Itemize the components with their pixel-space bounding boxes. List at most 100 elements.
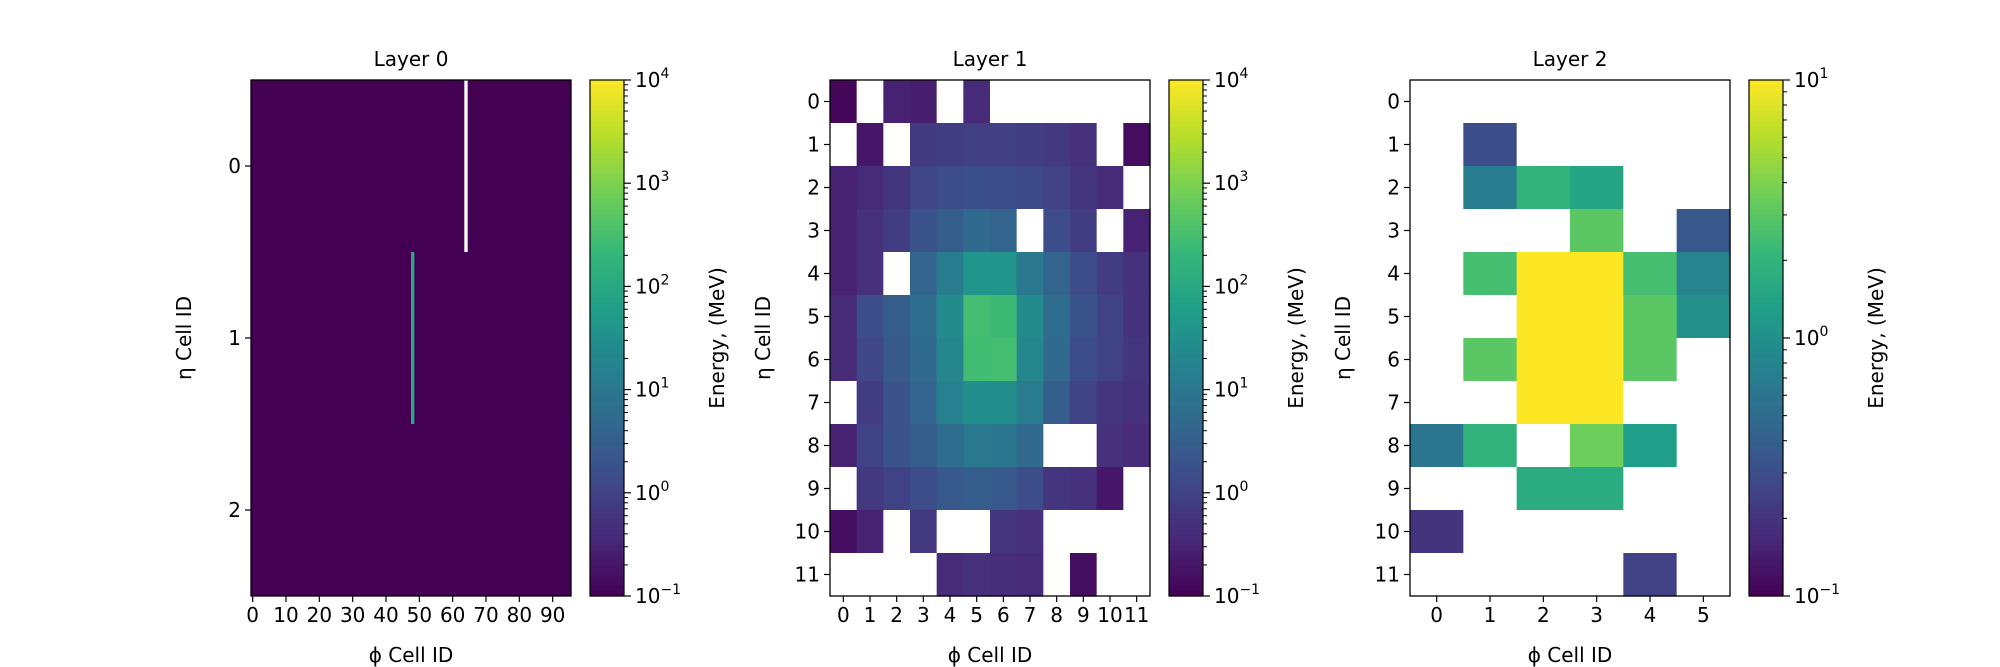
heatmap-cell xyxy=(1676,166,1731,210)
heatmap-cell xyxy=(1676,338,1731,382)
heatmap-cell xyxy=(1123,381,1151,425)
heatmap-cell xyxy=(1070,553,1098,597)
x-tick-label: 7 xyxy=(1024,603,1037,627)
colorbar-segment xyxy=(1749,239,1783,246)
y-tick-label: 8 xyxy=(1387,434,1400,458)
x-tick-label: 80 xyxy=(507,603,532,627)
heatmap-cell xyxy=(883,209,911,253)
heatmap-cell xyxy=(1516,123,1571,167)
colorbar-segment xyxy=(590,255,624,262)
heatmap-cell xyxy=(830,510,858,554)
heatmap-cell xyxy=(1016,338,1044,382)
colorbar-segment xyxy=(1749,147,1783,153)
colorbar-segment xyxy=(1749,363,1783,370)
heatmap-cell xyxy=(1570,209,1624,253)
heatmap-cell xyxy=(1676,381,1731,425)
heatmap-cell xyxy=(1070,123,1098,167)
heatmap-cell xyxy=(1676,295,1731,339)
heatmap-cell xyxy=(883,424,911,468)
colorbar-segment xyxy=(590,441,624,447)
colorbar-segment xyxy=(1169,523,1203,530)
colorbar-segment xyxy=(1749,539,1783,545)
colorbar-segment xyxy=(590,80,624,86)
heatmap-cell xyxy=(936,338,964,382)
heatmap-cell xyxy=(1123,510,1151,554)
colorbar-segment xyxy=(1749,110,1783,117)
colorbar-segment xyxy=(1169,554,1203,561)
y-tick-label: 4 xyxy=(807,262,820,286)
heatmap-cell xyxy=(963,166,991,210)
colorbar-segment xyxy=(590,477,624,484)
heatmap-cell xyxy=(1570,295,1624,339)
heatmap-cell xyxy=(1623,80,1678,124)
colorbar-segment xyxy=(1169,100,1203,107)
x-axis-label: ϕ Cell ID xyxy=(369,643,454,667)
colorbar-segment xyxy=(1169,270,1203,277)
colorbar-tick-label: 101 xyxy=(1794,66,1828,92)
heatmap-cell xyxy=(1016,467,1044,511)
colorbar-segment xyxy=(1749,255,1783,262)
colorbar-segment xyxy=(1749,410,1783,416)
heatmap-cell xyxy=(1570,381,1624,425)
y-tick-label: 1 xyxy=(807,133,820,157)
colorbar-segment xyxy=(590,368,624,375)
heatmap-cell xyxy=(1016,80,1044,124)
y-tick-label: 9 xyxy=(1387,477,1400,501)
colorbar-segment xyxy=(590,95,624,102)
colorbar-segment xyxy=(590,467,624,473)
colorbar-segment xyxy=(1169,410,1203,416)
colorbar-segment xyxy=(590,126,624,133)
heatmap-cell xyxy=(1463,510,1518,554)
heatmap-cell xyxy=(1043,123,1071,167)
colorbar-segment xyxy=(1749,276,1783,282)
colorbar-segment xyxy=(1169,327,1203,334)
colorbar-segment xyxy=(590,270,624,277)
colorbar-segment xyxy=(1749,270,1783,277)
heatmap-cell xyxy=(963,252,991,296)
colorbar-segment xyxy=(1749,95,1783,102)
colorbar-segment xyxy=(590,559,624,566)
colorbar-segment xyxy=(590,492,624,499)
heatmap-cell xyxy=(1676,424,1731,468)
heatmap-cell xyxy=(1070,166,1098,210)
heatmap-cell xyxy=(856,252,884,296)
heatmap-cell xyxy=(990,295,1018,339)
colorbar-segment xyxy=(1169,332,1203,339)
colorbar-tick-label: 10−1 xyxy=(635,582,681,608)
heatmap-cell xyxy=(1463,295,1518,339)
colorbar-segment xyxy=(1169,265,1203,272)
layer-0-panel: Layer 0 0 10 20 30 40 50 60 70 80 90 0 1 2 ϕ Cell ID η … xyxy=(172,47,729,667)
heatmap-cell xyxy=(883,295,911,339)
colorbar-segment xyxy=(590,116,624,122)
colorbar-segment xyxy=(590,544,624,551)
colorbar-segment xyxy=(1749,80,1783,86)
colorbar-segment xyxy=(1749,209,1783,215)
y-tick-label: 5 xyxy=(807,305,820,329)
colorbar-segment xyxy=(1749,85,1783,91)
heatmap-cell xyxy=(830,295,858,339)
heatmap-cell xyxy=(1096,338,1124,382)
heatmap-cell xyxy=(1096,252,1124,296)
heatmap-cell xyxy=(883,252,911,296)
colorbar-segment xyxy=(1749,307,1783,313)
heatmap-cell xyxy=(990,209,1018,253)
colorbar-segment xyxy=(1169,405,1203,411)
heatmap-cell xyxy=(1463,553,1518,597)
colorbar-segment xyxy=(1169,492,1203,499)
heatmap-cell xyxy=(1463,338,1518,382)
heatmap-cell xyxy=(910,166,938,210)
heatmap-cell xyxy=(936,381,964,425)
colorbar-frame xyxy=(589,79,625,597)
heatmap-cell xyxy=(963,295,991,339)
colorbar-segment xyxy=(1169,384,1203,391)
y-tick-label: 9 xyxy=(807,477,820,501)
colorbar-segment xyxy=(1169,245,1203,251)
heatmap-cell xyxy=(830,381,858,425)
heatmap-cell xyxy=(910,467,938,511)
colorbar-segment xyxy=(1749,245,1783,251)
colorbar-segment xyxy=(590,291,624,298)
colorbar-segment xyxy=(590,570,624,576)
heatmap-cell xyxy=(1410,424,1464,468)
y-tick-label: 0 xyxy=(228,154,241,178)
colorbar-segment xyxy=(1749,554,1783,561)
